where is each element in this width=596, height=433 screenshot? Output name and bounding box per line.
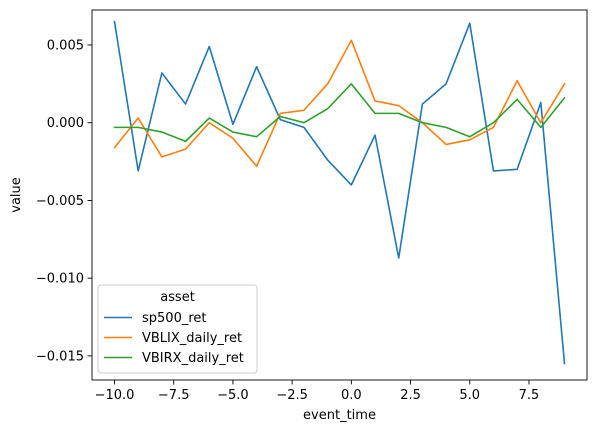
legend-entries: sp500_ret VBLIX_daily_ret VBIRX_daily_ret — [104, 311, 244, 366]
legend-entry-label: sp500_ret — [142, 311, 207, 326]
series-line-vblix-daily-ret — [113, 39, 566, 168]
x-tick-label: −2.5 — [276, 388, 308, 403]
legend: asset sp500_ret VBLIX_daily_ret VBIRX_dail… — [97, 284, 258, 374]
y-tick-label: 0.000 — [47, 116, 84, 131]
y-axis-label: value — [9, 177, 24, 213]
x-tick-label: 5.0 — [459, 388, 480, 403]
y-axis: 0.005 0.000 −0.005 −0.010 −0.015 — [36, 38, 92, 364]
legend-title: asset — [160, 290, 195, 305]
legend-entry-label: VBLIX_daily_ret — [142, 331, 242, 346]
x-axis-label: event_time — [303, 408, 376, 423]
x-tick-label: −5.0 — [217, 388, 249, 403]
x-tick-label: 7.5 — [519, 388, 540, 403]
y-tick-label: −0.010 — [36, 272, 84, 287]
x-tick-label: 0.0 — [341, 388, 362, 403]
series-line-vbirx-daily-ret — [113, 83, 566, 143]
series-line-sp500-ret — [113, 20, 566, 365]
x-tick-label: −10.0 — [95, 388, 135, 403]
plot-lines — [113, 20, 566, 365]
legend-entry-label: VBIRX_daily_ret — [142, 351, 244, 366]
y-tick-label: −0.005 — [36, 194, 84, 209]
plot-frame — [91, 9, 588, 381]
y-tick-label: −0.015 — [36, 349, 84, 364]
x-axis: −10.0 −7.5 −5.0 −2.5 0.0 2.5 5.0 7.5 — [95, 380, 540, 403]
legend-box — [97, 284, 258, 374]
x-tick-label: −7.5 — [158, 388, 190, 403]
y-tick-label: 0.005 — [47, 38, 84, 53]
x-tick-label: 2.5 — [400, 388, 421, 403]
